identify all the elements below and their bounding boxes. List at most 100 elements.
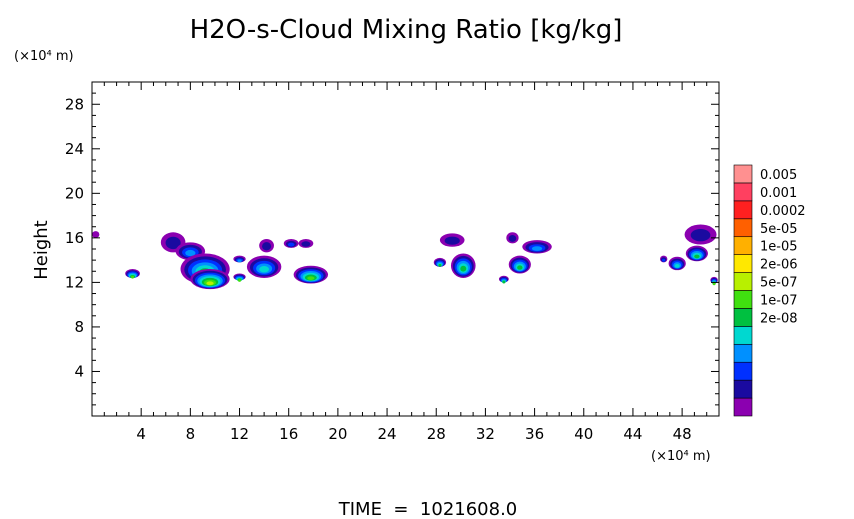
cloud-cell	[283, 238, 299, 248]
cloud-cell	[684, 224, 717, 245]
x-tick-label: 40	[574, 425, 593, 443]
x-tick-label: 12	[230, 425, 249, 443]
colorbar-label: 0.0002	[760, 204, 806, 219]
cloud-cell	[710, 276, 718, 286]
cloud-cell	[506, 232, 519, 244]
y-tick-labels: 4 8 12 16 20 24 28	[65, 95, 84, 380]
colorbar-labels: 0.005 0.001 0.0002 5e-05 1e-05 2e-06 5e-07 1e-0…	[760, 168, 806, 326]
cloud-layer	[531, 246, 543, 251]
colorbar-swatch	[733, 200, 753, 220]
cloud-layer	[262, 242, 272, 251]
cloud-cell	[92, 231, 100, 238]
colorbar-swatch	[733, 379, 753, 399]
colorbar-label: 2e-06	[760, 258, 798, 273]
cloud-layer	[690, 228, 711, 242]
colorbar-label: 1e-07	[760, 293, 798, 308]
cloud-layer	[517, 265, 523, 270]
cloud-layer	[92, 231, 100, 238]
x-tick-label: 32	[476, 425, 495, 443]
colorbar-swatch	[733, 254, 753, 273]
cloud-cell	[439, 233, 465, 247]
cloud-layer	[438, 263, 442, 267]
axis-ticks	[92, 82, 719, 416]
colorbar-swatch	[733, 164, 753, 184]
y-tick-label: 24	[65, 140, 84, 158]
cloud-layer	[287, 242, 295, 247]
cloud-layer	[712, 282, 716, 286]
cloud-layer	[206, 281, 214, 286]
cloud-cell	[233, 255, 246, 263]
x-tick-label: 20	[328, 425, 347, 443]
cloud-layer	[237, 259, 242, 263]
cloud-layer	[674, 263, 680, 268]
cloud-cell	[433, 257, 447, 267]
cloud-cell	[498, 275, 509, 284]
y-unit-label: (×10⁴ m)	[14, 49, 74, 64]
colorbar-swatch	[733, 308, 753, 327]
colorbar-swatch	[733, 218, 753, 238]
cloud-layer	[508, 235, 517, 242]
cloud-layer	[694, 254, 700, 259]
cloud-cell	[508, 255, 531, 274]
cloud-cell	[522, 240, 552, 254]
x-tick-label: 48	[673, 425, 692, 443]
colorbar-swatch	[733, 290, 753, 309]
cloud-layer	[460, 265, 467, 272]
x-tick-labels: 4 8 12 16 20 24 28 32 36 40 44 48	[136, 425, 691, 443]
x-tick-label: 4	[136, 425, 146, 443]
cloud-layer	[301, 241, 311, 247]
x-tick-label: 36	[525, 425, 544, 443]
colorbar-swatch	[733, 236, 753, 255]
colorbar-swatch	[733, 361, 753, 381]
cloud-cell	[293, 265, 329, 284]
cloud-cell	[259, 238, 274, 253]
cloud-cell	[125, 269, 140, 279]
y-tick-label: 20	[65, 184, 84, 202]
y-tick-label: 28	[65, 95, 84, 113]
cloud-cell	[298, 238, 314, 248]
colorbar-label: 0.001	[760, 186, 797, 201]
cloud-layer	[185, 249, 196, 257]
cloud-layer	[238, 278, 242, 282]
cloud-cell	[659, 255, 668, 263]
x-tick-label: 24	[378, 425, 397, 443]
colorbar-swatch	[733, 182, 753, 202]
plot-frame	[91, 81, 720, 417]
cloud-cell	[685, 245, 708, 262]
x-tick-label: 8	[186, 425, 196, 443]
y-axis-label: Height	[31, 220, 52, 280]
cloud-cell	[246, 255, 282, 278]
colorbar	[733, 164, 753, 417]
y-tick-label: 4	[74, 362, 84, 380]
y-tick-label: 12	[65, 273, 84, 291]
cloud-cell	[450, 253, 476, 278]
colorbar-label: 5e-05	[760, 222, 798, 237]
colorbar-swatch	[733, 272, 753, 291]
colorbar-swatch	[733, 397, 753, 417]
x-unit-label: (×10⁴ m)	[651, 449, 711, 464]
colorbar-swatch	[733, 326, 753, 345]
cloud-cell	[668, 256, 686, 271]
cloud-layer	[307, 276, 315, 281]
plot-area	[91, 81, 720, 417]
colorbar-label: 1e-05	[760, 240, 798, 255]
y-tick-label: 16	[65, 229, 84, 247]
x-tick-label: 16	[279, 425, 298, 443]
cloud-layer	[165, 236, 181, 250]
cloud-cell	[190, 269, 230, 290]
x-tick-label: 28	[427, 425, 446, 443]
chart-title: H2O-s-Cloud Mixing Ratio [kg/kg]	[190, 15, 623, 45]
time-footer: TIME = 1021608.0	[338, 499, 518, 519]
cloud-layer	[259, 266, 270, 273]
cloud-layer	[444, 236, 460, 245]
colorbar-label: 5e-07	[760, 276, 798, 291]
x-tick-label: 44	[623, 425, 642, 443]
y-tick-label: 8	[74, 318, 84, 336]
cloud-field	[92, 224, 718, 290]
cloud-layer	[662, 258, 666, 262]
colorbar-label: 2e-08	[760, 311, 798, 326]
colorbar-label: 0.005	[760, 168, 797, 183]
cloud-cell	[233, 273, 246, 282]
cloud-layer	[502, 280, 506, 284]
